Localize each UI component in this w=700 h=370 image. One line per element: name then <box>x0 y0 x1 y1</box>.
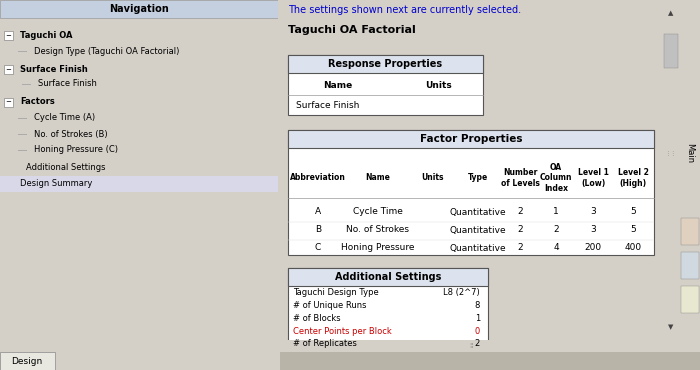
Bar <box>4 65 13 74</box>
Text: Taguchi OA Factorial: Taguchi OA Factorial <box>288 25 416 35</box>
Text: 2: 2 <box>517 208 523 216</box>
Bar <box>681 218 699 245</box>
Text: # of Blocks: # of Blocks <box>293 314 341 323</box>
Text: Response Properties: Response Properties <box>328 59 442 69</box>
Bar <box>288 268 488 370</box>
Text: Factors: Factors <box>20 98 55 107</box>
Text: Block on Replicates: Block on Replicates <box>293 352 375 361</box>
Text: Surface Finish: Surface Finish <box>296 101 359 110</box>
Text: 2: 2 <box>475 339 480 349</box>
Text: −: − <box>6 33 11 38</box>
Text: 5: 5 <box>630 208 636 216</box>
Text: Taguchi OA: Taguchi OA <box>20 30 73 40</box>
Text: Taguchi Design Type: Taguchi Design Type <box>293 288 379 297</box>
Bar <box>280 352 700 370</box>
Text: No: No <box>468 352 480 361</box>
Text: Design Type (Taguchi OA Factorial): Design Type (Taguchi OA Factorial) <box>34 47 179 55</box>
Text: Quantitative: Quantitative <box>449 208 506 216</box>
Text: 2: 2 <box>517 243 523 252</box>
Text: No. of Strokes: No. of Strokes <box>346 225 410 235</box>
Bar <box>4 98 13 107</box>
Text: Cycle Time: Cycle Time <box>353 208 403 216</box>
Text: 2: 2 <box>553 225 559 235</box>
Text: 4: 4 <box>553 243 559 252</box>
Bar <box>4 31 13 40</box>
Text: Navigation: Navigation <box>109 4 169 14</box>
Text: 3: 3 <box>590 225 596 235</box>
Text: 8: 8 <box>475 301 480 310</box>
Text: Quantitative: Quantitative <box>449 243 506 252</box>
Text: Honing Pressure (C): Honing Pressure (C) <box>34 145 118 155</box>
Text: Cycle Time (A): Cycle Time (A) <box>34 114 95 122</box>
Text: No. of Strokes (B): No. of Strokes (B) <box>34 130 108 138</box>
Text: # of Unique Runs: # of Unique Runs <box>293 301 367 310</box>
Text: OA
Column
Index: OA Column Index <box>540 163 573 193</box>
Text: 200: 200 <box>584 243 601 252</box>
Text: Additional Settings: Additional Settings <box>335 272 441 282</box>
Text: Design: Design <box>11 357 43 366</box>
Bar <box>288 55 483 73</box>
Text: B: B <box>315 225 321 235</box>
Bar <box>0 0 278 18</box>
Text: Type: Type <box>468 174 488 182</box>
Bar <box>664 34 678 68</box>
Text: 16: 16 <box>470 365 480 370</box>
Text: Main: Main <box>685 143 694 163</box>
Text: Surface Finish: Surface Finish <box>38 80 97 88</box>
Text: Units: Units <box>425 81 452 90</box>
Text: The settings shown next are currently selected.: The settings shown next are currently se… <box>288 5 521 15</box>
Bar <box>0 352 55 370</box>
Text: 0: 0 <box>475 326 480 336</box>
Bar <box>681 286 699 313</box>
Text: −: − <box>6 67 11 73</box>
Bar <box>288 268 488 286</box>
Text: 3: 3 <box>590 208 596 216</box>
Text: 400: 400 <box>624 243 642 252</box>
Text: Honing Pressure: Honing Pressure <box>342 243 414 252</box>
Text: Center Points per Block: Center Points per Block <box>293 326 392 336</box>
Text: Quantitative: Quantitative <box>449 225 506 235</box>
Text: Additional Settings: Additional Settings <box>26 164 106 172</box>
Text: Factor Properties: Factor Properties <box>420 134 522 144</box>
Text: 1: 1 <box>553 208 559 216</box>
Text: ⋮⋮: ⋮⋮ <box>666 151 676 155</box>
Text: Name: Name <box>323 81 353 90</box>
Text: ▲: ▲ <box>668 10 673 16</box>
Text: A: A <box>315 208 321 216</box>
Text: Level 2
(High): Level 2 (High) <box>617 168 648 188</box>
Text: Surface Finish: Surface Finish <box>20 64 88 74</box>
Text: ⁞⁞: ⁞⁞ <box>469 343 473 349</box>
Text: Design Summary: Design Summary <box>20 179 92 188</box>
Text: 2: 2 <box>517 225 523 235</box>
Bar <box>0 176 278 192</box>
Text: 5: 5 <box>630 225 636 235</box>
Text: L8 (2^7): L8 (2^7) <box>443 288 480 297</box>
Text: C: C <box>315 243 321 252</box>
Text: Name: Name <box>365 174 391 182</box>
Text: Number
of Levels: Number of Levels <box>500 168 540 188</box>
Text: Level 1
(Low): Level 1 (Low) <box>578 168 608 188</box>
Text: Abbreviation: Abbreviation <box>290 174 346 182</box>
Bar <box>681 252 699 279</box>
Text: # of Replicates: # of Replicates <box>293 339 357 349</box>
Text: ▼: ▼ <box>668 324 673 330</box>
Text: −: − <box>6 100 11 105</box>
Text: 1: 1 <box>475 314 480 323</box>
Text: Total # of Runs: Total # of Runs <box>293 365 356 370</box>
Text: Units: Units <box>421 174 444 182</box>
Bar <box>288 130 654 255</box>
Bar <box>288 130 654 148</box>
Bar <box>288 55 483 115</box>
